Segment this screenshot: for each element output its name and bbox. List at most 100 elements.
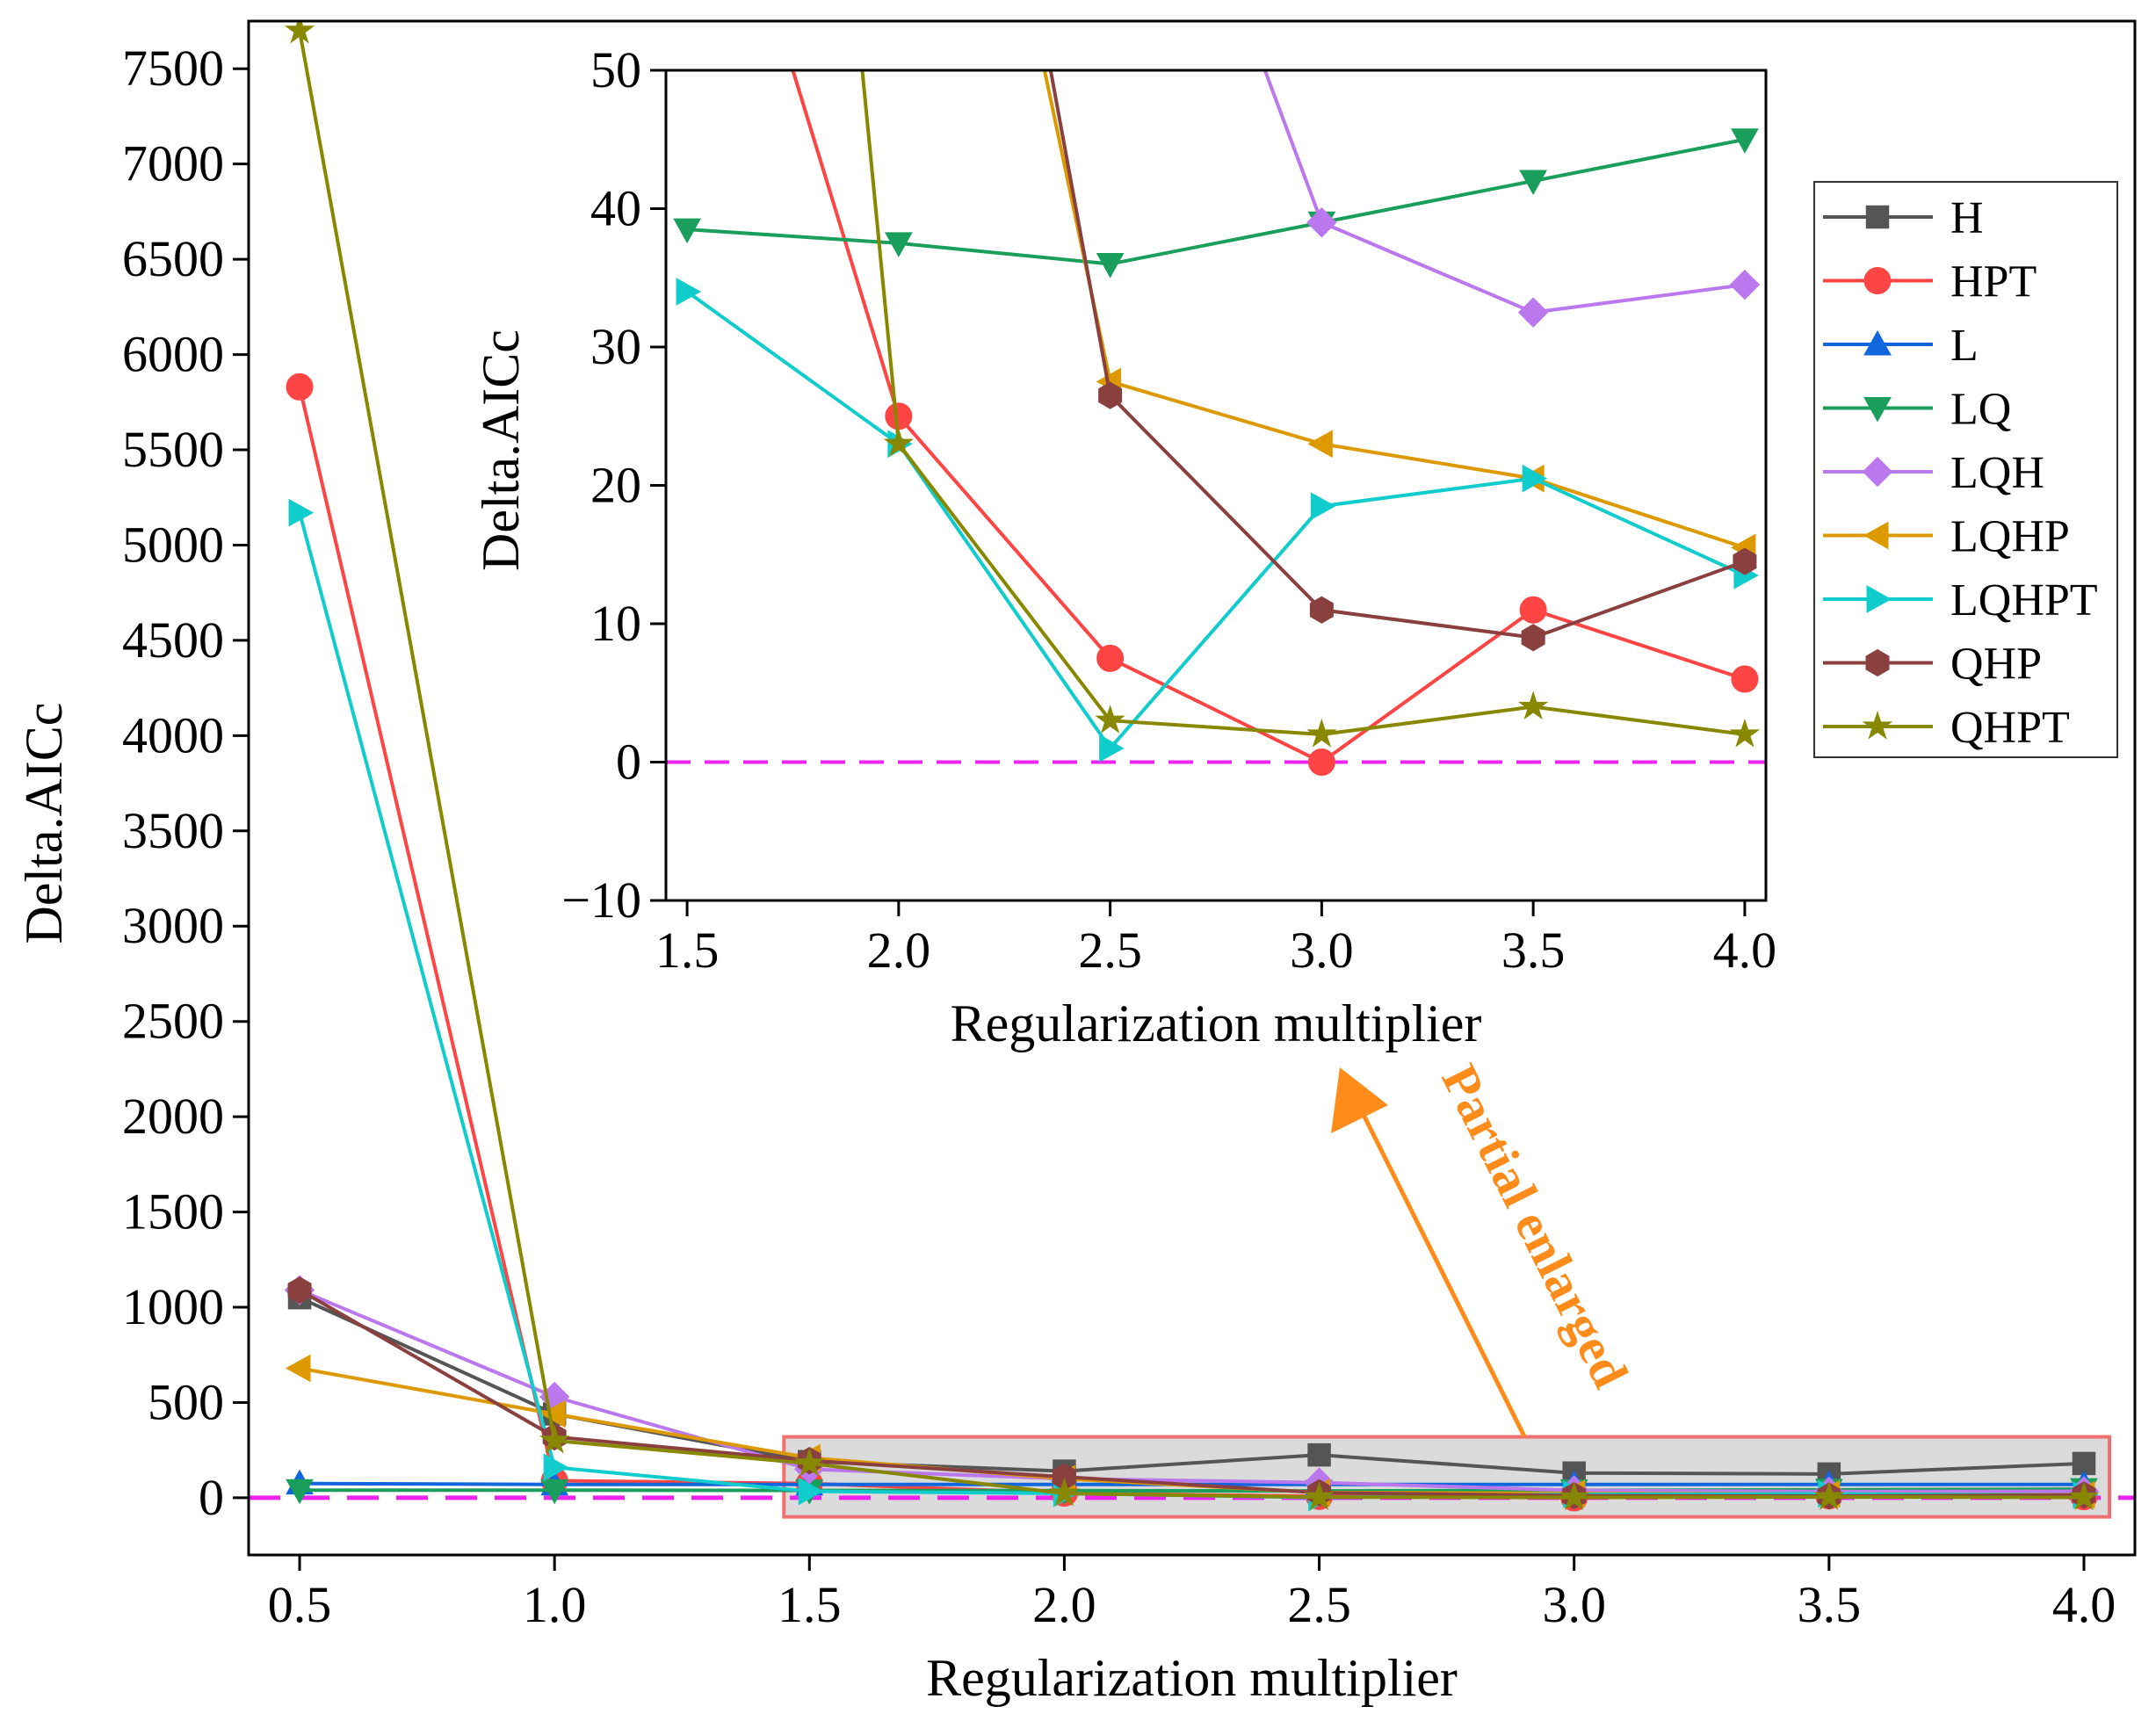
inset-x-tick-label: 2.0	[867, 922, 931, 979]
legend-label: H	[1950, 193, 1984, 243]
inset-point-hpt	[1519, 596, 1547, 624]
inset-line-lqhp	[1042, 70, 1746, 550]
inset-y-tick-label: −10	[561, 871, 641, 929]
inset-point-lqhpt	[676, 278, 702, 306]
main-x-tick-label: 3.5	[1798, 1576, 1862, 1633]
inset-point-hpt	[885, 402, 913, 430]
inset-point-qhpt	[1729, 718, 1761, 748]
legend-item-qhp: QHP	[1823, 640, 2042, 690]
inset-point-qhpt	[883, 428, 915, 457]
inset-series-lq	[673, 128, 1759, 278]
inset-point-qhpt	[1095, 705, 1125, 734]
inset-y-tick-label: 0	[616, 734, 641, 791]
inset-y-tick-label: 50	[590, 41, 641, 98]
inset-point-lqh	[1517, 297, 1549, 328]
inset-x-tick-label: 4.0	[1713, 922, 1777, 979]
legend-item-lq: LQ	[1823, 385, 2011, 435]
inset-point-qhpt	[1306, 718, 1337, 748]
inset-point-lqhpt	[1099, 734, 1125, 763]
main-y-tick-label: 2000	[122, 1088, 224, 1145]
main-x-tick-label: 4.0	[2052, 1576, 2116, 1633]
legend-item-lqhp: LQHP	[1823, 512, 2070, 562]
main-y-axis-title: Delta.AICc	[15, 703, 73, 944]
legend-marker	[1862, 456, 1893, 488]
annotation-arrow-head	[1331, 1067, 1388, 1133]
legend-label: QHP	[1950, 640, 2042, 690]
inset-point-lq	[1731, 128, 1759, 154]
legend-item-hpt: HPT	[1823, 257, 2037, 307]
main-point-qhpt	[284, 21, 315, 44]
main-series-group	[284, 21, 2100, 1512]
legend-label: LQHP	[1950, 512, 2070, 562]
main-point-lq	[540, 1479, 569, 1505]
legend-item-l: L	[1823, 321, 1979, 371]
main-y-tick-label: 7500	[122, 40, 224, 97]
main-point-lqhp	[285, 1354, 311, 1383]
legend-marker	[1865, 205, 1890, 229]
main-x-tick-label: 3.0	[1542, 1576, 1606, 1633]
legend-marker	[1863, 329, 1892, 356]
inset-point-lqh	[1306, 207, 1337, 238]
inset-y-tick-label: 30	[590, 318, 641, 375]
main-y-tick-label: 4000	[122, 706, 224, 763]
legend-item-h: H	[1823, 193, 1984, 243]
legend-item-lqhpt: LQHPT	[1823, 575, 2098, 625]
main-y-tick-label: 7000	[122, 135, 224, 192]
legend-marker	[1865, 648, 1890, 677]
annotation-text: Partial enlarged	[1430, 1056, 1639, 1397]
main-point-qhpt	[539, 1424, 570, 1454]
main-x-tick-label: 1.0	[523, 1576, 587, 1633]
main-y-tick-label: 0	[199, 1469, 224, 1526]
inset-x-tick-label: 3.0	[1290, 922, 1354, 979]
main-x-tick-label: 0.5	[268, 1576, 332, 1633]
main-point-qhpt	[1813, 1480, 1845, 1510]
inset-y-tick-label: 10	[590, 595, 641, 652]
inset-point-lq	[1096, 253, 1125, 278]
main-y-tick-label: 5500	[122, 421, 224, 478]
main-y-tick-label: 500	[148, 1373, 224, 1430]
inset-point-lqhpt	[1522, 464, 1548, 493]
legend-marker	[1863, 521, 1889, 550]
inset-line-lq	[686, 137, 1746, 266]
inset-series-hpt	[791, 70, 1759, 776]
legend-item-qhpt: QHPT	[1823, 703, 2070, 753]
inset-point-qhp	[1098, 381, 1123, 409]
main-point-qhpt	[794, 1447, 825, 1477]
inset-point-qhp	[1309, 596, 1334, 624]
main-point-qhpt	[1304, 1481, 1335, 1510]
legend-label: QHPT	[1950, 703, 2070, 753]
legend-label: L	[1950, 321, 1979, 371]
main-y-tick-label: 3000	[122, 897, 224, 954]
inset-y-tick-label: 20	[590, 457, 641, 514]
inset-line-qhp	[1048, 70, 1746, 640]
main-x-tick-label: 1.5	[778, 1576, 842, 1633]
main-point-qhp	[287, 1276, 312, 1305]
main-point-h	[1307, 1443, 1331, 1467]
main-line-qhpt	[298, 30, 2084, 1500]
main-point-qhpt	[1049, 1477, 1080, 1507]
legend-marker	[1862, 710, 1893, 740]
inset-x-tick-label: 1.5	[655, 922, 720, 979]
inset-x-tick-label: 3.5	[1501, 922, 1566, 979]
annotation-arrow-shaft	[1355, 1101, 1527, 1438]
main-point-lq	[286, 1479, 314, 1505]
main-y-tick-label: 3500	[122, 802, 224, 859]
main-x-tick-label: 2.5	[1287, 1576, 1351, 1633]
legend-label: LQ	[1950, 385, 2011, 435]
inset-series-qhpt	[860, 70, 1761, 748]
main-point-lqhpt	[543, 1453, 569, 1482]
main-line-lqh	[299, 1288, 2084, 1493]
legend-label: HPT	[1950, 257, 2037, 307]
legend-label: LQH	[1950, 448, 2044, 498]
inset-point-lqh	[1729, 269, 1761, 300]
inset-point-hpt	[1096, 644, 1125, 672]
inset-line-hpt	[791, 70, 1746, 764]
main-point-qhpt	[2068, 1481, 2100, 1511]
main-y-tick-label: 4500	[122, 611, 224, 669]
inset-axes: 1.5 2.0 2.5 3.0 3.5 4.0 −10 0 10 20 30 40 50	[561, 41, 1776, 979]
main-y-tick-label: 5000	[122, 516, 224, 573]
inset-point-qhp	[1733, 547, 1757, 575]
main-x-axis-title: Regularization multiplier	[926, 1649, 1458, 1707]
inset-point-lqhpt	[1310, 492, 1336, 520]
main-y-tick-label: 1000	[122, 1278, 224, 1335]
